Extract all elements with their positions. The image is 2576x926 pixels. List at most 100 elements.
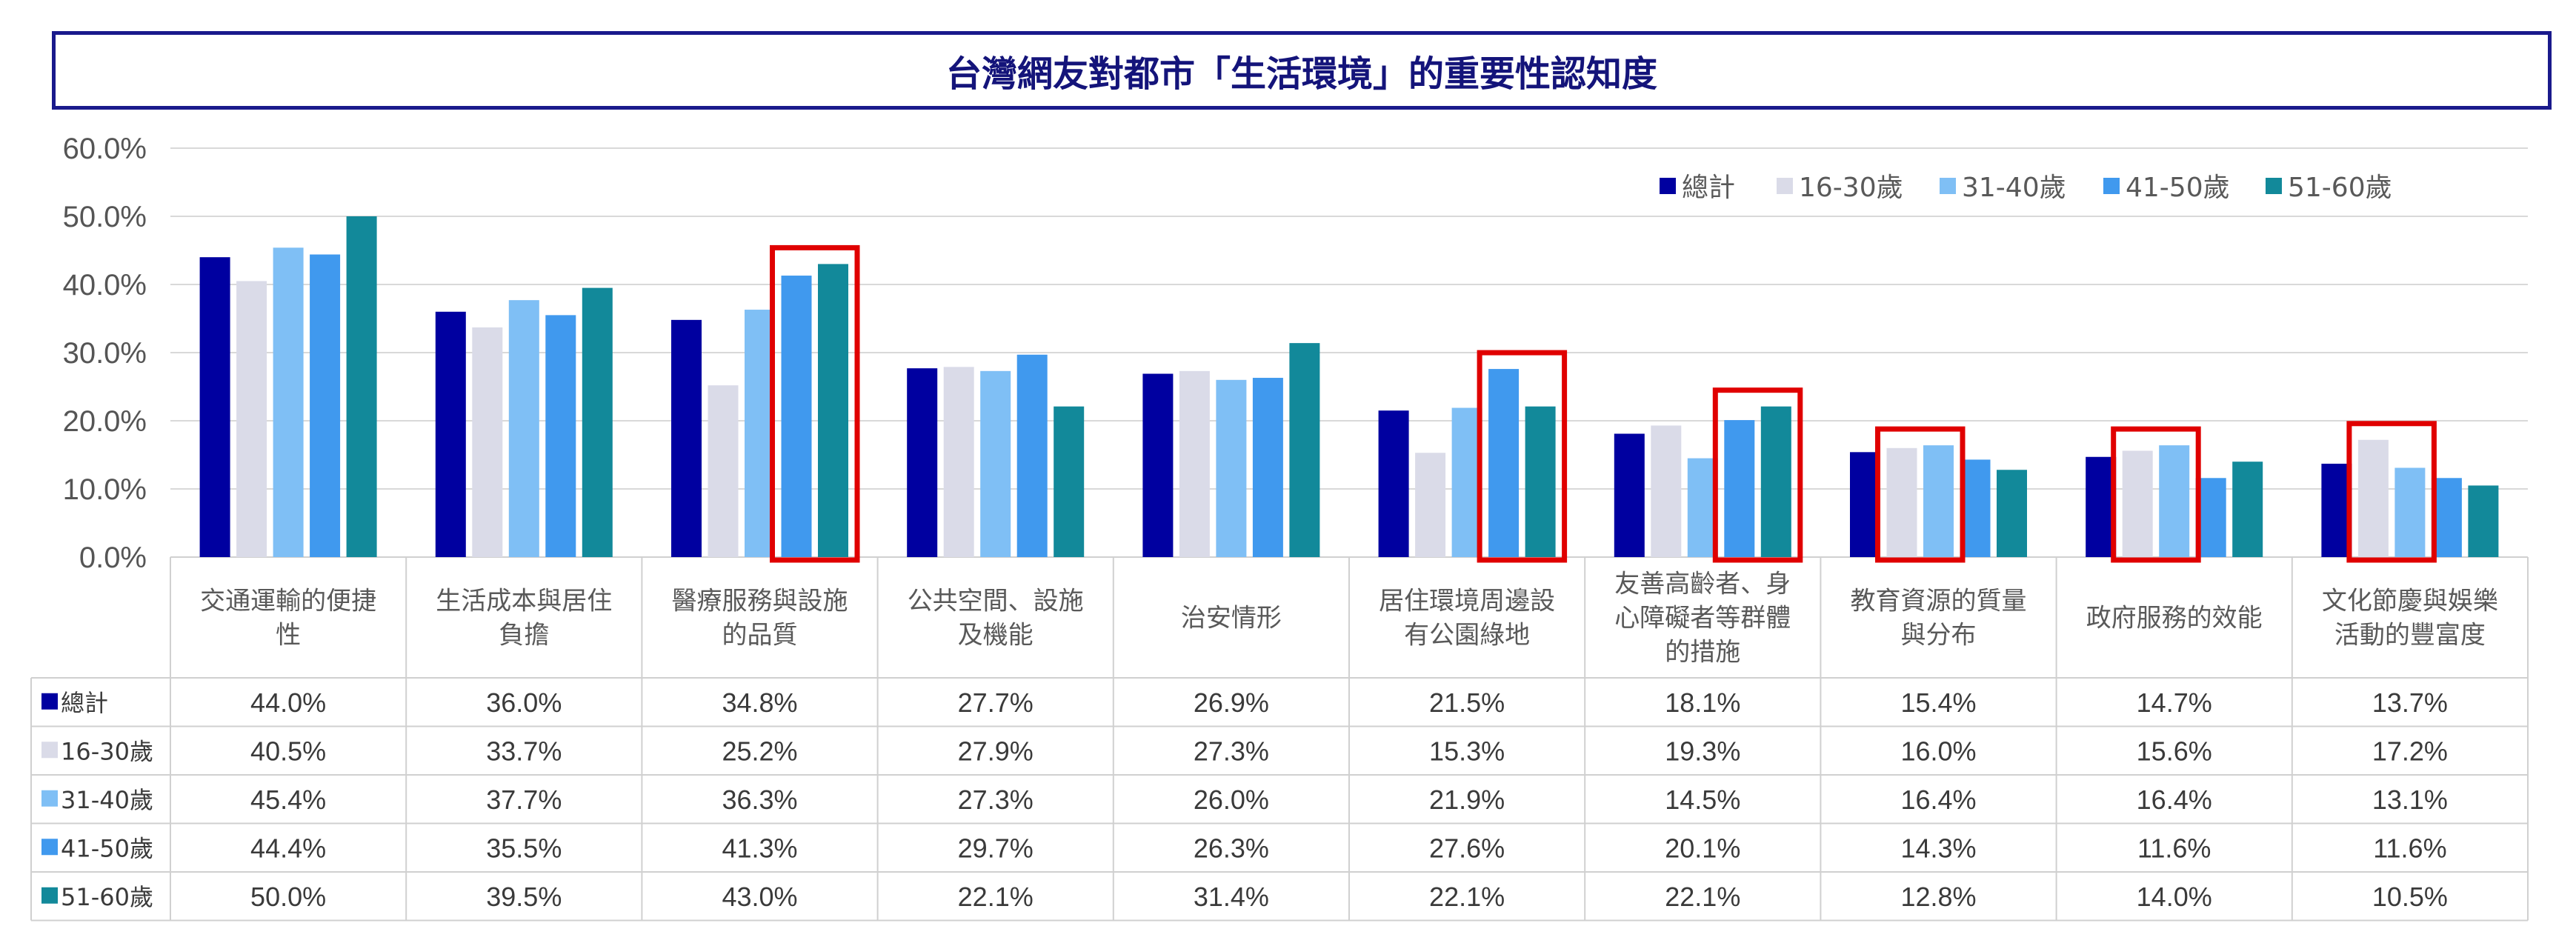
row-legend-key: [41, 790, 58, 807]
legend-swatch: [2266, 178, 2282, 194]
highlight-box: [1477, 350, 1568, 563]
table-cell-value: 21.5%: [1429, 687, 1505, 718]
bar: [1378, 410, 1409, 557]
row-series-label: 16-30歲: [61, 737, 153, 765]
table-cell-value: 36.3%: [722, 785, 797, 815]
bar: [1054, 406, 1085, 557]
y-tick-label: 40.0%: [63, 269, 147, 302]
table-cell-value: 27.3%: [1194, 736, 1269, 766]
highlight-box: [1712, 387, 1803, 563]
table-cell-value: 10.5%: [2372, 882, 2448, 912]
table-cell-value: 39.5%: [486, 882, 562, 912]
bar: [273, 247, 304, 557]
y-tick-label: 60.0%: [63, 133, 147, 165]
category-label: 活動的豐富度: [2334, 621, 2486, 650]
bar: [545, 315, 576, 557]
table-cell-value: 18.1%: [1665, 687, 1740, 718]
legend: 總計 16-30歲 31-40歲 41-50歲 51-60歲: [1660, 173, 2392, 203]
table-cell-value: 34.8%: [722, 687, 797, 718]
table-cell-value: 15.6%: [2137, 736, 2212, 766]
table-cell-value: 14.7%: [2137, 687, 2212, 718]
bar: [2159, 445, 2190, 557]
table-cell-value: 22.1%: [1429, 882, 1505, 912]
bar: [671, 319, 702, 557]
legend-swatch: [2103, 178, 2120, 194]
bar: [2468, 485, 2499, 557]
category-label: 公共空間、設施: [908, 587, 1084, 616]
table-cell-value: 15.3%: [1429, 736, 1505, 766]
y-tick-label: 20.0%: [63, 405, 147, 438]
highlight-box: [2111, 426, 2201, 563]
category-label: 教育資源的質量: [1851, 587, 2027, 616]
category-label: 交通運輸的便捷: [200, 587, 376, 616]
table-cell-value: 43.0%: [722, 882, 797, 912]
legend-swatch: [1777, 178, 1793, 194]
bar: [1923, 445, 1954, 557]
table-cell-value: 16.0%: [1900, 736, 1976, 766]
category-label: 與分布: [1901, 621, 1977, 650]
bar: [1760, 406, 1791, 557]
row-legend-key: [41, 887, 58, 904]
table-cell-value: 25.2%: [722, 736, 797, 766]
bar: [781, 276, 812, 557]
table-cell-value: 29.7%: [958, 833, 1034, 863]
table-cell-value: 50.0%: [250, 882, 326, 912]
table-cell-value: 27.9%: [958, 736, 1034, 766]
bar: [708, 385, 739, 557]
bar: [435, 311, 466, 557]
category-label: 醫療服務與設施: [672, 587, 848, 616]
category-label: 的品質: [722, 621, 798, 650]
table-cell-value: 11.6%: [2137, 833, 2211, 863]
legend-label: 41-50歲: [2126, 173, 2230, 203]
bar: [980, 370, 1011, 557]
table-cell-value: 12.8%: [1900, 882, 1976, 912]
bar: [1488, 369, 1520, 557]
table-cell-value: 27.6%: [1429, 833, 1505, 863]
category-label: 負擔: [499, 621, 549, 650]
table-cell-value: 36.0%: [486, 687, 562, 718]
row-series-label: 總計: [61, 689, 108, 717]
bar: [1252, 378, 1283, 557]
table-cell-value: 37.7%: [486, 785, 562, 815]
row-legend-key: [41, 693, 58, 710]
table-cell-value: 26.9%: [1194, 687, 1269, 718]
bar: [1997, 470, 2027, 557]
table-cell-value: 14.3%: [1900, 833, 1976, 863]
bars: [199, 216, 2499, 557]
bar: [199, 257, 230, 557]
table-cell-value: 16.4%: [1900, 785, 1976, 815]
bar: [472, 327, 503, 557]
table-cell-value: 16.4%: [2137, 785, 2212, 815]
bar: [907, 368, 938, 557]
table-cell-value: 13.7%: [2372, 687, 2448, 718]
bar: [1289, 343, 1320, 557]
table-cell-value: 27.3%: [958, 785, 1034, 815]
row-series-label: 51-60歲: [61, 883, 153, 911]
table-cell-value: 45.4%: [250, 785, 326, 815]
bar: [2122, 450, 2153, 557]
legend-swatch: [1940, 178, 1956, 194]
highlight-box: [1875, 426, 1966, 563]
bar: [1886, 447, 1917, 557]
chart-title-box: 台灣網友對都市「生活環境」的重要性認知度: [52, 31, 2552, 110]
y-tick-label: 10.0%: [63, 473, 147, 506]
legend-label: 總計: [1682, 173, 1735, 203]
table-cell-value: 21.9%: [1429, 785, 1505, 815]
bar: [2357, 439, 2389, 557]
table-cell-value: 11.6%: [2373, 833, 2446, 863]
row-legend-key: [41, 742, 58, 759]
legend-swatch: [1660, 178, 1676, 194]
bar: [346, 216, 377, 557]
legend-label: 31-40歲: [1962, 173, 2066, 203]
table-cell-value: 15.4%: [1900, 687, 1976, 718]
table-cell-value: 27.7%: [958, 687, 1034, 718]
row-series-label: 41-50歲: [61, 834, 153, 862]
bar: [1179, 370, 1210, 557]
table-cell-value: 35.5%: [486, 833, 562, 863]
row-series-label: 31-40歲: [61, 786, 153, 814]
bar: [2394, 467, 2426, 557]
bar: [1415, 453, 1446, 557]
y-tick-label: 30.0%: [63, 337, 147, 370]
